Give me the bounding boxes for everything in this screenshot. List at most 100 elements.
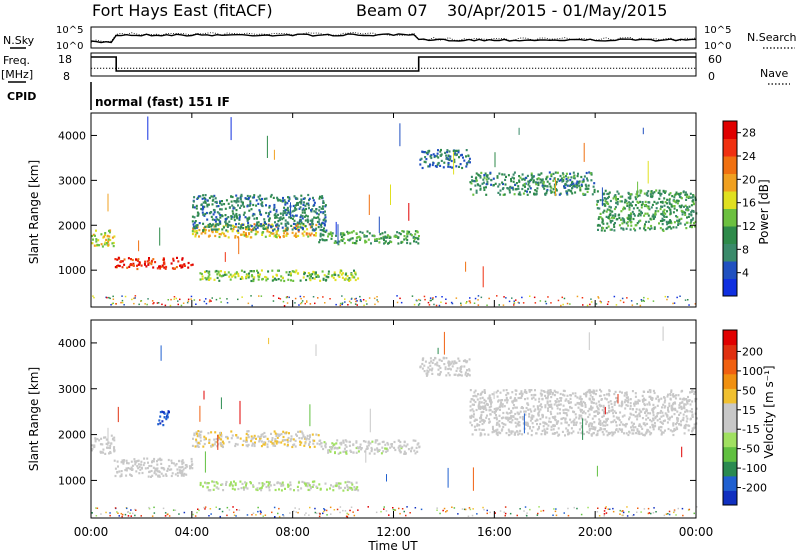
heatmap-cell	[588, 424, 591, 427]
heatmap-cell	[368, 452, 371, 455]
heatmap-cell	[615, 428, 618, 431]
heatmap-cell	[304, 442, 307, 445]
heatmap-cell	[645, 193, 648, 196]
heatmap-cell	[670, 227, 673, 230]
heatmap-cell	[606, 208, 609, 211]
heatmap-cell	[516, 514, 518, 517]
heatmap-cell	[113, 446, 116, 449]
heatmap-cell	[367, 506, 369, 508]
heatmap-cell	[451, 365, 454, 368]
heatmap-cell	[344, 298, 346, 300]
heatmap-cell	[515, 182, 518, 185]
heatmap-cell	[594, 426, 597, 429]
heatmap-cell	[642, 407, 645, 410]
heatmap-cell	[218, 437, 221, 441]
heatmap-cell	[470, 398, 473, 401]
heatmap-cell	[598, 429, 601, 432]
heatmap-cell	[247, 225, 250, 229]
heatmap-cell	[637, 220, 640, 223]
heatmap-cell	[202, 205, 204, 208]
heatmap-cell	[324, 509, 326, 511]
heatmap-cell	[208, 441, 211, 444]
heatmap-cell	[278, 433, 281, 436]
heatmap-cell	[521, 178, 524, 181]
heatmap-cell	[471, 179, 474, 182]
heatmap-cell	[474, 400, 477, 404]
heatmap-cell	[469, 508, 472, 511]
heatmap-cell	[340, 443, 343, 446]
heatmap-cell	[669, 429, 672, 432]
heatmap-cell	[301, 480, 304, 483]
heatmap-cell	[259, 487, 261, 490]
heatmap-cell	[331, 234, 333, 237]
heatmap-cell	[213, 443, 216, 446]
heatmap-cell	[582, 418, 584, 440]
heatmap-cell	[672, 401, 675, 405]
x-tick-label: 00:00	[74, 525, 109, 539]
heatmap-cell	[177, 303, 179, 306]
heatmap-cell	[331, 232, 334, 235]
heatmap-cell	[662, 414, 665, 417]
heatmap-cell	[325, 278, 328, 281]
heatmap-cell	[230, 227, 233, 230]
heatmap-cell	[421, 150, 424, 153]
heatmap-cell	[555, 514, 558, 517]
heatmap-cell	[606, 192, 609, 195]
heatmap-cell	[484, 400, 487, 403]
heatmap-cell	[324, 204, 327, 207]
heatmap-cell	[492, 427, 494, 431]
heatmap-cell	[476, 398, 479, 401]
heatmap-cell	[164, 267, 167, 270]
heatmap-cell	[690, 204, 693, 207]
heatmap-cell	[117, 406, 119, 423]
heatmap-cell	[474, 389, 477, 392]
heatmap-cell	[208, 278, 211, 281]
heatmap-cell	[303, 197, 306, 200]
heatmap-cell	[376, 450, 379, 453]
heatmap-cell	[553, 432, 556, 435]
heatmap-cell	[499, 391, 502, 394]
heatmap-cell	[549, 420, 552, 424]
heatmap-cell	[209, 222, 212, 226]
heatmap-cell	[430, 156, 433, 160]
heatmap-cell	[606, 412, 609, 415]
heatmap-cell	[292, 215, 295, 218]
heatmap-cell	[495, 432, 498, 435]
heatmap-cell	[100, 513, 102, 515]
heatmap-cell	[596, 203, 598, 206]
heatmap-cell	[615, 201, 618, 205]
heatmap-cell	[692, 195, 695, 198]
heatmap-cell	[475, 179, 478, 182]
heatmap-cell	[348, 279, 351, 282]
heatmap-cell	[570, 190, 573, 193]
heatmap-cell	[569, 172, 572, 175]
heatmap-cell	[204, 481, 207, 484]
heatmap-cell	[495, 416, 498, 419]
heatmap-cell	[291, 445, 294, 449]
heatmap-cell	[347, 238, 350, 241]
heatmap-cell	[280, 433, 283, 436]
heatmap-cell	[313, 203, 316, 207]
heatmap-cell	[568, 184, 571, 187]
heatmap-cell	[307, 202, 310, 205]
heatmap-cell	[459, 154, 462, 157]
heatmap-cell	[343, 447, 346, 450]
heatmap-cell	[305, 278, 308, 282]
heatmap-cell	[510, 421, 513, 424]
heatmap-cell	[94, 440, 97, 443]
heatmap-cell	[603, 203, 606, 206]
heatmap-cell	[555, 189, 558, 192]
heatmap-cell	[621, 400, 624, 403]
heatmap-cell	[296, 227, 299, 230]
heatmap-cell	[374, 441, 377, 444]
y-tick-label: 1000	[58, 474, 86, 487]
heatmap-cell	[484, 404, 487, 407]
heatmap-cell	[173, 298, 175, 300]
heatmap-cell	[265, 211, 268, 215]
heatmap-cell	[595, 402, 598, 405]
heatmap-cell	[266, 230, 269, 233]
heatmap-cell	[673, 511, 675, 514]
heatmap-cell	[310, 275, 312, 278]
heatmap-cell	[569, 405, 572, 409]
